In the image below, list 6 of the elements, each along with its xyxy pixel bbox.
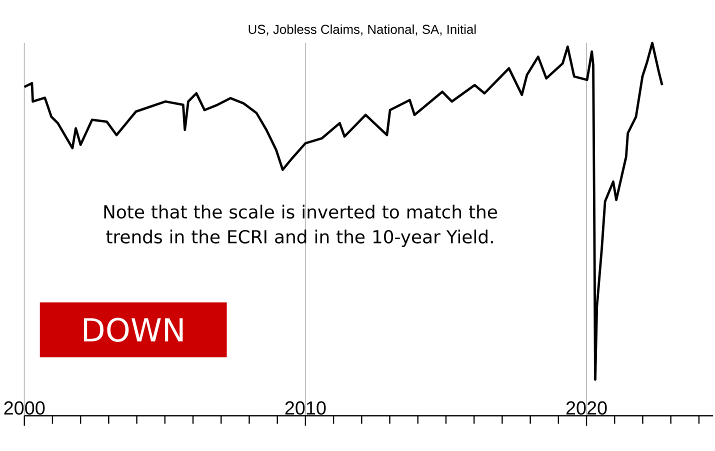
x-tick-label: 2010	[285, 401, 326, 415]
x-tick-label: 2000	[4, 401, 45, 415]
annotation: DOWN	[84, 318, 183, 342]
x-tick-label: 2020	[566, 401, 607, 415]
annotation: Note that the scale is inverted to match the trends in the ECRI and in the 10-year Yield.	[104, 204, 497, 248]
chart-title: US, Jobless Claims, National, SA, Initial	[248, 24, 476, 36]
